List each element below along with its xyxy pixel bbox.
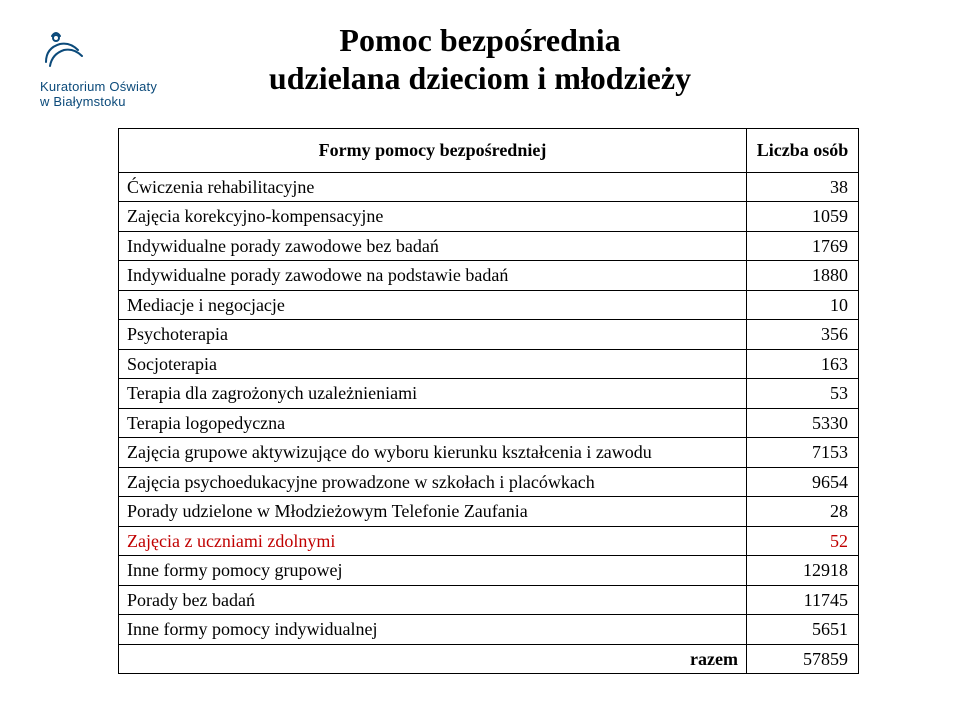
row-label: Zajęcia grupowe aktywizujące do wyboru k… [119, 438, 747, 468]
row-label: Zajęcia z uczniami zdolnymi [119, 526, 747, 556]
row-value: 9654 [747, 467, 859, 497]
row-label: Psychoterapia [119, 320, 747, 350]
row-value: 1769 [747, 231, 859, 261]
table-row: Indywidualne porady zawodowe bez badań17… [119, 231, 859, 261]
table-row: Psychoterapia356 [119, 320, 859, 350]
row-value: 1059 [747, 202, 859, 232]
row-label: Zajęcia psychoedukacyjne prowadzone w sz… [119, 467, 747, 497]
total-label: razem [119, 644, 747, 674]
row-value: 53 [747, 379, 859, 409]
row-label: Ćwiczenia rehabilitacyjne [119, 172, 747, 202]
table-row: Zajęcia korekcyjno-kompensacyjne1059 [119, 202, 859, 232]
title-line-2: udzielana dzieciom i młodzieży [0, 60, 960, 98]
table-total-row: razem57859 [119, 644, 859, 674]
table-row: Zajęcia z uczniami zdolnymi52 [119, 526, 859, 556]
table-row: Inne formy pomocy indywidualnej5651 [119, 615, 859, 645]
title-line-1: Pomoc bezpośrednia [0, 22, 960, 60]
row-value: 52 [747, 526, 859, 556]
row-value: 11745 [747, 585, 859, 615]
data-table-container: Formy pomocy bezpośredniej Liczba osób Ć… [118, 128, 858, 674]
row-label: Mediacje i negocjacje [119, 290, 747, 320]
row-label: Porady udzielone w Młodzieżowym Telefoni… [119, 497, 747, 527]
row-value: 28 [747, 497, 859, 527]
table-row: Porady bez badań11745 [119, 585, 859, 615]
row-label: Zajęcia korekcyjno-kompensacyjne [119, 202, 747, 232]
row-value: 12918 [747, 556, 859, 586]
row-value: 38 [747, 172, 859, 202]
table-row: Ćwiczenia rehabilitacyjne38 [119, 172, 859, 202]
row-label: Inne formy pomocy indywidualnej [119, 615, 747, 645]
row-label: Inne formy pomocy grupowej [119, 556, 747, 586]
table-row: Terapia dla zagrożonych uzależnieniami53 [119, 379, 859, 409]
table-row: Zajęcia psychoedukacyjne prowadzone w sz… [119, 467, 859, 497]
col-header-count: Liczba osób [747, 129, 859, 173]
row-value: 1880 [747, 261, 859, 291]
table-row: Porady udzielone w Młodzieżowym Telefoni… [119, 497, 859, 527]
row-value: 356 [747, 320, 859, 350]
table-row: Socjoterapia163 [119, 349, 859, 379]
row-value: 5651 [747, 615, 859, 645]
row-label: Terapia logopedyczna [119, 408, 747, 438]
table-row: Zajęcia grupowe aktywizujące do wyboru k… [119, 438, 859, 468]
row-value: 163 [747, 349, 859, 379]
row-label: Terapia dla zagrożonych uzależnieniami [119, 379, 747, 409]
page-title: Pomoc bezpośrednia udzielana dzieciom i … [0, 22, 960, 98]
row-value: 7153 [747, 438, 859, 468]
table-header-row: Formy pomocy bezpośredniej Liczba osób [119, 129, 859, 173]
data-table: Formy pomocy bezpośredniej Liczba osób Ć… [118, 128, 859, 674]
table-row: Inne formy pomocy grupowej12918 [119, 556, 859, 586]
table-row: Terapia logopedyczna5330 [119, 408, 859, 438]
row-label: Socjoterapia [119, 349, 747, 379]
row-label: Indywidualne porady zawodowe na podstawi… [119, 261, 747, 291]
row-value: 10 [747, 290, 859, 320]
table-row: Indywidualne porady zawodowe na podstawi… [119, 261, 859, 291]
table-row: Mediacje i negocjacje10 [119, 290, 859, 320]
row-value: 5330 [747, 408, 859, 438]
row-label: Indywidualne porady zawodowe bez badań [119, 231, 747, 261]
total-value: 57859 [747, 644, 859, 674]
row-label: Porady bez badań [119, 585, 747, 615]
col-header-forms: Formy pomocy bezpośredniej [119, 129, 747, 173]
